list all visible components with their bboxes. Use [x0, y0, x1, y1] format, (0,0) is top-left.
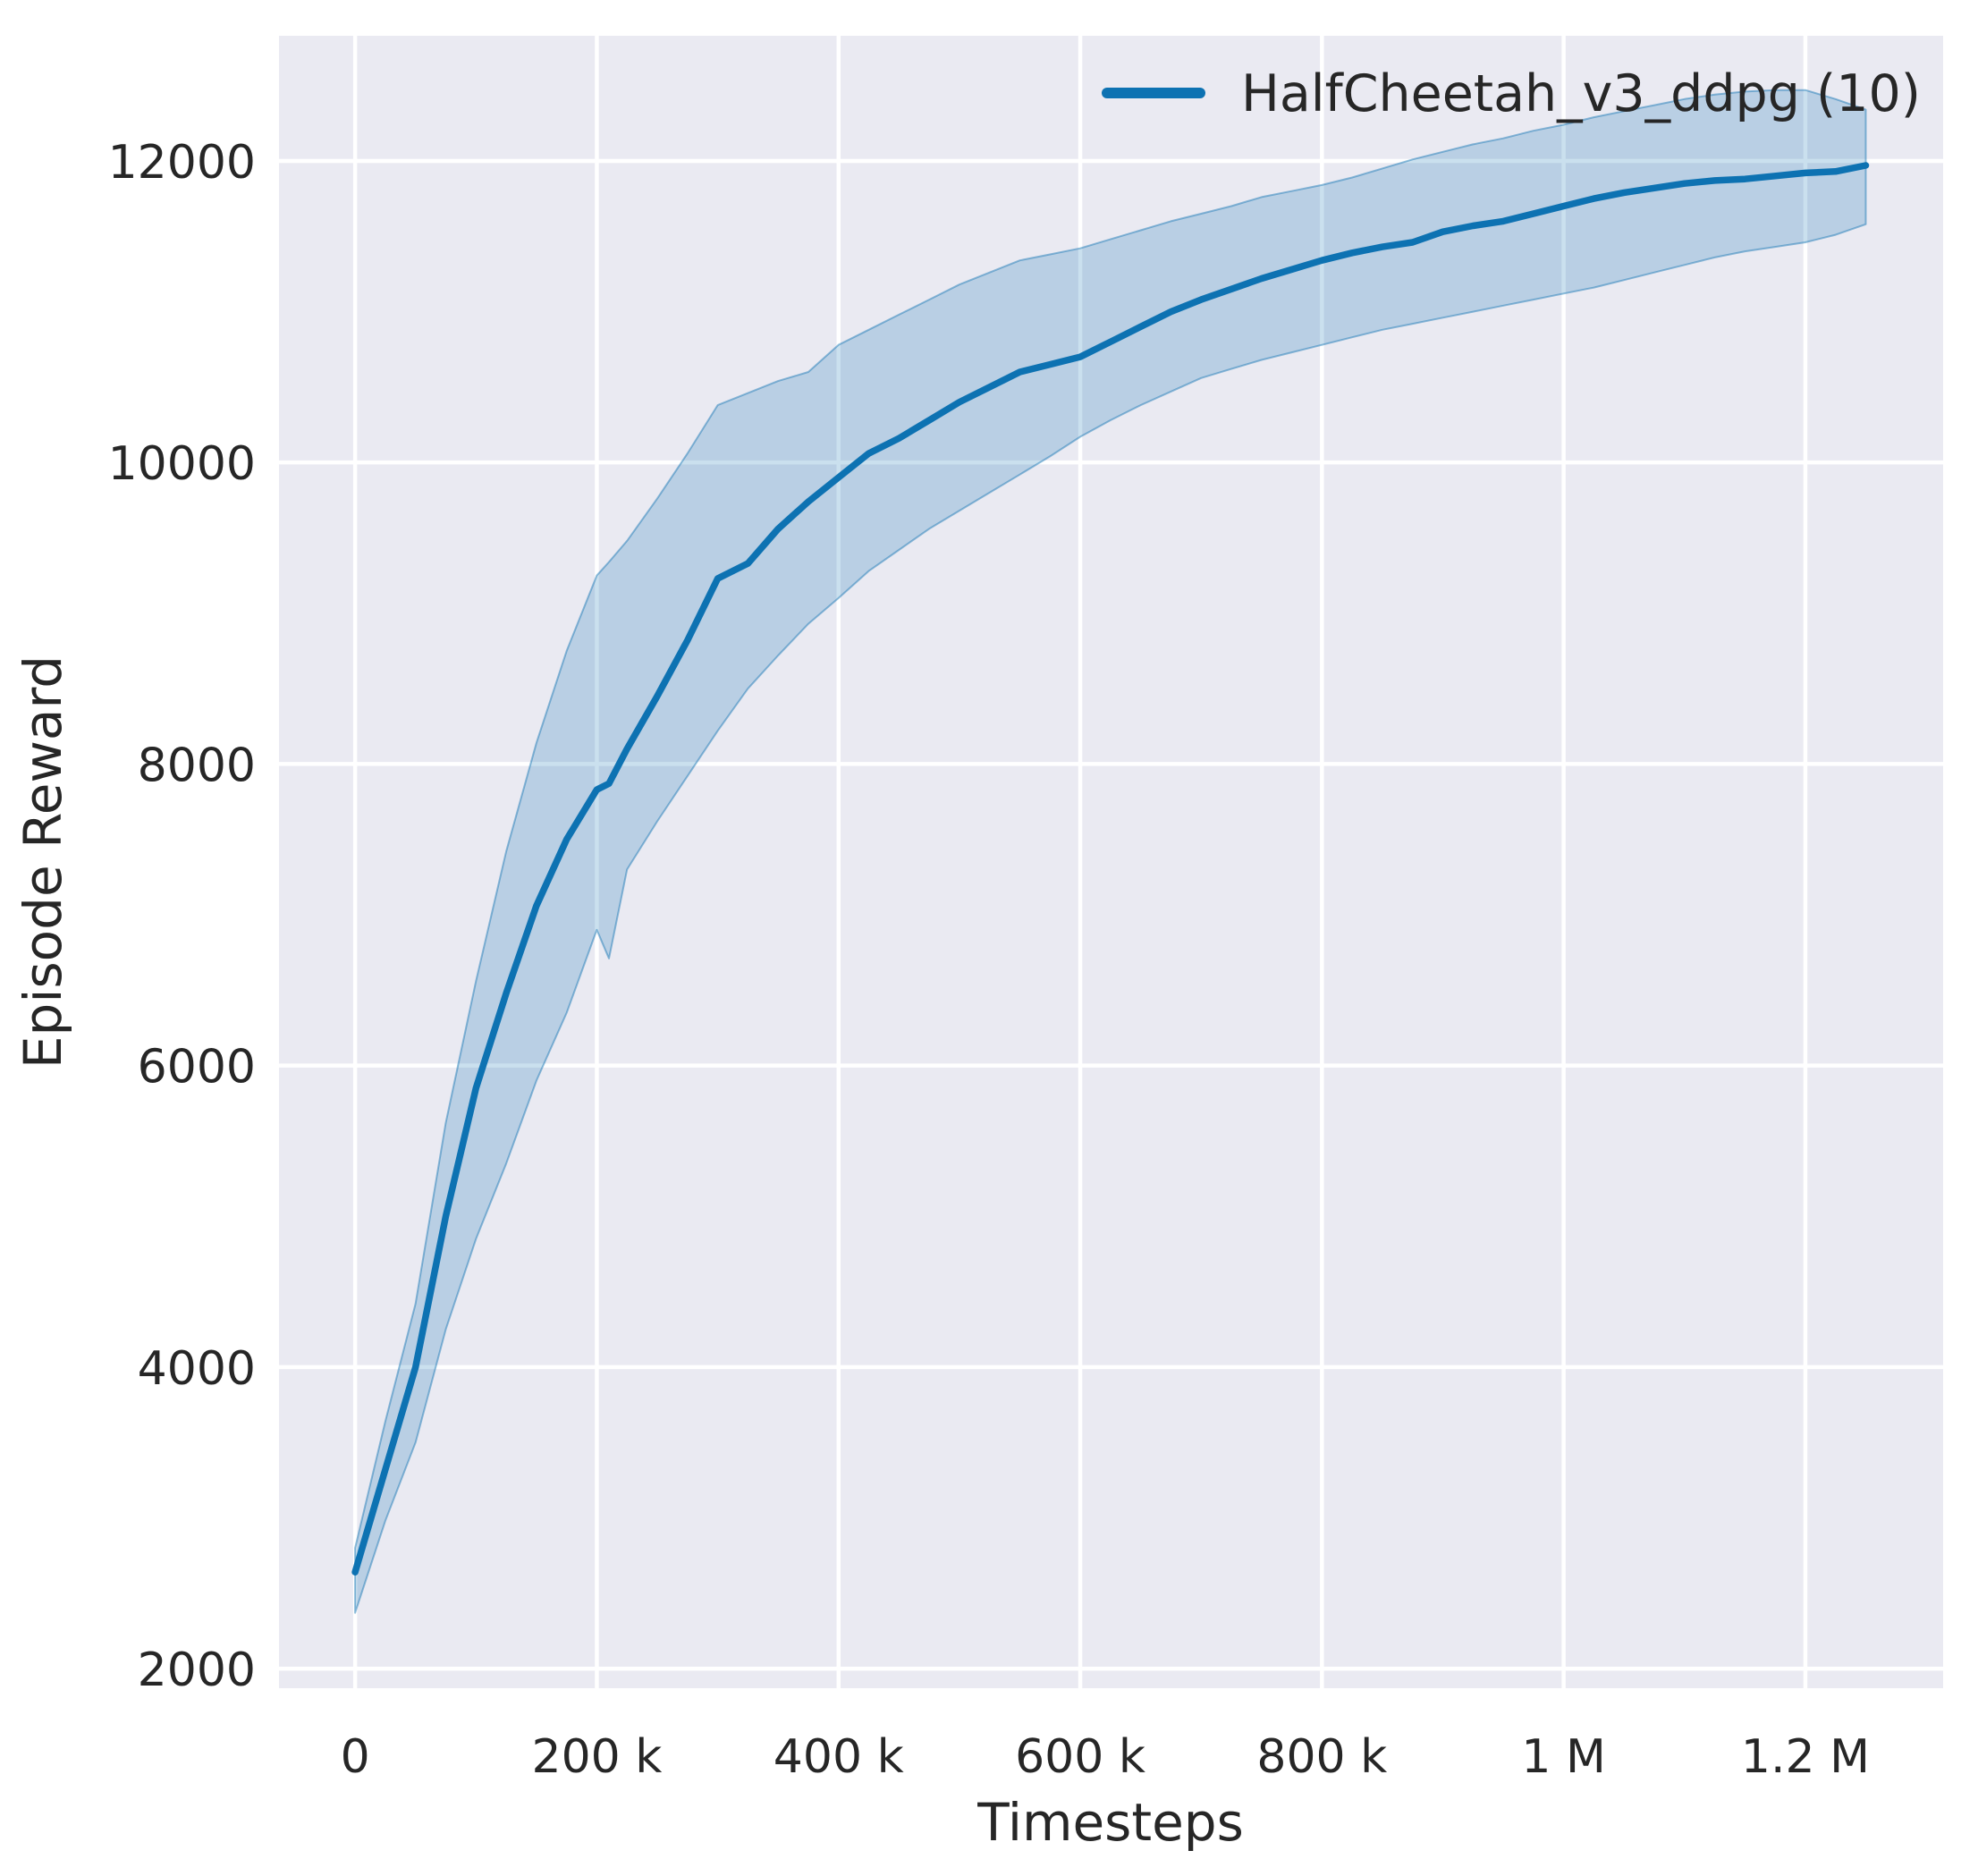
x-tick-label: 1 M [1521, 1730, 1605, 1784]
y-tick-label: 4000 [138, 1342, 256, 1396]
legend: HalfCheetah_v3_ddpg (10) [1102, 64, 1921, 123]
tick-labels: 0 200 k 400 k 600 k 800 k 1 M 1.2 M 2000 4000 600… [108, 136, 1870, 1784]
x-tick-label: 800 k [1256, 1730, 1387, 1784]
legend-label: HalfCheetah_v3_ddpg (10) [1241, 64, 1921, 123]
x-tick-label: 1.2 M [1741, 1730, 1870, 1784]
series-layer [351, 89, 1870, 1614]
gridlines [279, 36, 1943, 1688]
x-tick-label: 400 k [773, 1730, 904, 1784]
y-tick-label: 6000 [138, 1041, 256, 1094]
y-tick-label: 2000 [138, 1644, 256, 1697]
x-tick-label: 600 k [1015, 1730, 1145, 1784]
y-tick-label: 8000 [138, 739, 256, 792]
y-tick-label: 10000 [108, 437, 256, 491]
confidence-band [354, 89, 1867, 1614]
x-axis-label: Timesteps [976, 1792, 1244, 1853]
x-tick-label: 200 k [531, 1730, 662, 1784]
mean-line [351, 162, 1870, 1576]
y-tick-label: 12000 [108, 136, 256, 190]
y-axis-label: Episode Reward [13, 655, 73, 1069]
x-tick-label: 0 [341, 1730, 370, 1784]
